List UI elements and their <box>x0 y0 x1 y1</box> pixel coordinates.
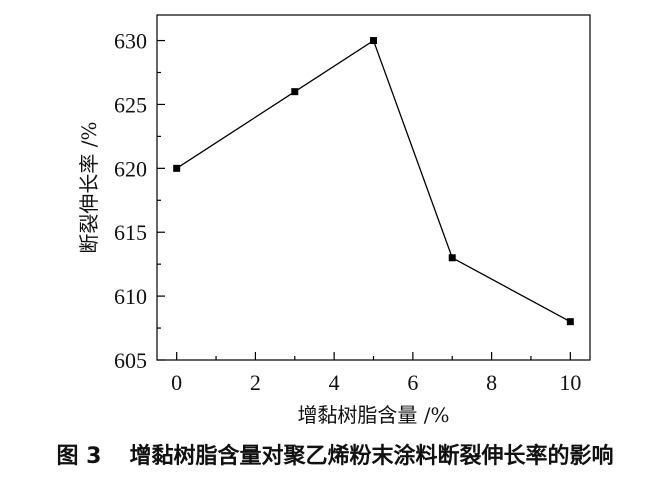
x-tick-label: 6 <box>407 370 418 395</box>
figure-title: 增黏树脂含量对聚乙烯粉末涂料断裂伸长率的影响 <box>129 444 614 469</box>
x-axis-label: 增黏树脂含量 /% <box>297 403 449 427</box>
figure-caption: 图 3 增黏树脂含量对聚乙烯粉末涂料断裂伸长率的影响 <box>0 438 670 470</box>
y-axis-label: 断裂伸长率 /% <box>77 121 101 253</box>
y-tick-label: 630 <box>114 29 147 54</box>
plot-frame <box>156 14 591 361</box>
x-tick-label: 2 <box>250 370 261 395</box>
y-tick-label: 605 <box>114 348 147 373</box>
y-tick-label: 615 <box>114 220 147 245</box>
x-tick-label: 4 <box>329 370 340 395</box>
data-point <box>291 88 299 96</box>
x-axis-ticks: 0 2 4 6 8 10 <box>171 352 581 395</box>
x-tick-label: 0 <box>171 370 182 395</box>
data-point <box>370 37 377 45</box>
figure-number: 图 3 <box>56 444 102 469</box>
x-tick-label: 8 <box>486 370 497 395</box>
y-tick-label: 625 <box>114 92 147 117</box>
x-tick-label: 10 <box>559 370 581 395</box>
series-layer <box>173 37 574 326</box>
series-line <box>176 39 571 323</box>
y-tick-label: 610 <box>114 284 147 309</box>
data-point <box>448 254 456 262</box>
y-axis-ticks: 605 610 615 620 625 630 <box>114 29 165 373</box>
y-tick-label: 620 <box>114 156 147 181</box>
data-point <box>173 164 181 172</box>
data-point <box>566 318 574 326</box>
chart: 0 2 4 6 8 10 605 610 615 620 625 630 增黏树脂含量 /% 断裂伸… <box>77 14 591 427</box>
